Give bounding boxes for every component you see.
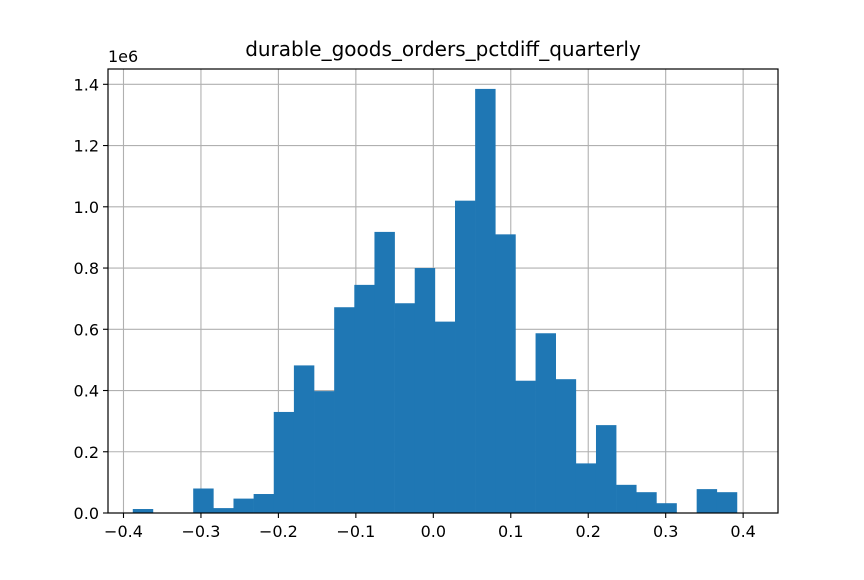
histogram-bar [354, 284, 375, 513]
histogram-bar [293, 365, 315, 513]
histogram-bar [535, 333, 556, 513]
x-tick-label: −0.2 [259, 522, 298, 541]
histogram-bar [253, 494, 275, 513]
y-tick-label: 1.4 [74, 75, 99, 94]
histogram-bar [555, 379, 577, 513]
histogram-bar [495, 234, 516, 513]
histogram-bar [213, 508, 234, 513]
histogram-bar [716, 492, 738, 513]
histogram-bar [334, 307, 355, 513]
y-tick-label: 0.2 [74, 443, 99, 462]
x-tick-label: 0.4 [730, 522, 755, 541]
x-axis-ticks: −0.4 −0.3 −0.2 −0.1 0.0 0.1 0.2 0.3 0.4 [104, 513, 756, 541]
y-axis-ticks: 0.0 0.2 0.4 0.6 0.8 1.0 1.2 1.4 [74, 75, 108, 523]
y-tick-label: 0.4 [74, 382, 99, 401]
histogram-bar [595, 425, 617, 513]
x-tick-label: 0.1 [498, 522, 523, 541]
x-tick-label: 0.2 [576, 522, 601, 541]
histogram-bar [434, 321, 456, 513]
histogram-bar [616, 484, 637, 513]
histogram-bar [636, 492, 657, 513]
y-tick-label: 0.6 [74, 320, 99, 339]
x-tick-label: −0.4 [104, 522, 143, 541]
y-tick-label: 1.0 [74, 198, 99, 217]
y-tick-label: 1.2 [74, 137, 99, 156]
chart-title: durable_goods_orders_pctdiff_quarterly [245, 37, 641, 61]
x-tick-label: 0.3 [653, 522, 678, 541]
histogram-bar [394, 303, 416, 513]
histogram-bar [132, 509, 154, 513]
histogram-bar [696, 489, 718, 513]
histogram-bar [455, 200, 476, 514]
x-tick-label: −0.1 [336, 522, 375, 541]
x-tick-label: 0.0 [421, 522, 446, 541]
histogram-bar [515, 380, 536, 513]
histogram-bar [314, 391, 335, 513]
bars [132, 88, 738, 514]
y-tick-label: 0.8 [74, 259, 99, 278]
histogram-bar [273, 411, 295, 513]
y-axis-offset-label: 1e6 [108, 47, 138, 66]
x-tick-label: −0.3 [182, 522, 221, 541]
plot-frame [107, 68, 779, 514]
histogram-bar [233, 498, 254, 513]
histogram-bar [414, 268, 436, 513]
histogram-bar [475, 88, 496, 514]
histogram-bar [374, 231, 395, 513]
histogram-bar [656, 503, 677, 513]
histogram-bar [193, 488, 214, 513]
y-tick-label: 0.0 [74, 504, 99, 523]
histogram-bar [575, 463, 597, 513]
